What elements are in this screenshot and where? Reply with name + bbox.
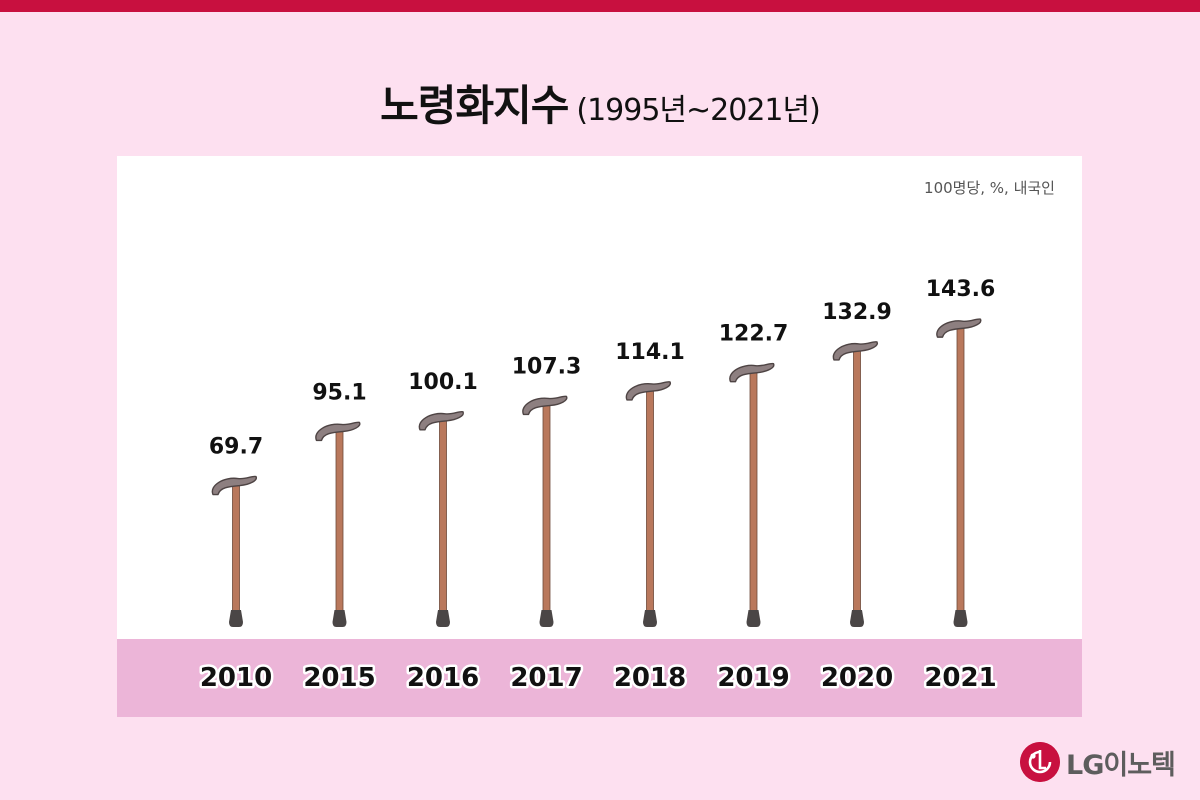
cane-shaft [335, 429, 344, 613]
chart-title-main: 노령화지수 [380, 81, 569, 130]
value-label-2021: 143.6 [926, 277, 996, 302]
category-label-2018: 2018 [614, 663, 686, 693]
cane-tip [539, 610, 554, 627]
lg-face-icon [1020, 742, 1060, 782]
chart-title-subtitle: (1995년~2021년) [576, 93, 820, 128]
top-accent-bar [0, 0, 1200, 12]
value-label-2016: 100.1 [408, 370, 478, 395]
chart-panel: 100명당, %, 내국인 69.7 2010 95.1 2015 100.1 2016 1… [117, 156, 1082, 717]
cane-bar-2015 [315, 421, 361, 627]
cane-handle [832, 341, 878, 361]
cane-shaft [646, 388, 654, 613]
cane-shaft [439, 418, 447, 613]
cane-bar-2019 [729, 362, 775, 627]
category-label-2015: 2015 [303, 663, 375, 693]
lg-innotek-logo: LG이노텍 [1020, 740, 1176, 784]
logo-text: LG이노텍 [1066, 749, 1176, 781]
cane-handle [625, 381, 671, 401]
chart-title: 노령화지수 (1995년~2021년) [0, 72, 1200, 133]
value-label-2015: 95.1 [312, 380, 366, 405]
cane-bar-2021 [936, 318, 982, 627]
cane-shaft [853, 348, 861, 613]
cane-handle [729, 362, 775, 383]
category-label-2017: 2017 [510, 663, 582, 693]
value-label-2020: 132.9 [822, 300, 892, 325]
cane-tip [953, 610, 968, 627]
cane-tip [746, 610, 761, 627]
cane-tip [850, 610, 864, 627]
unit-label: 100명당, %, 내국인 [924, 179, 1055, 197]
cane-handle [936, 318, 982, 338]
value-label-2018: 114.1 [615, 340, 685, 365]
category-label-2020: 2020 [821, 663, 893, 693]
cane-handle [418, 410, 464, 431]
category-label-2021: 2021 [924, 663, 996, 693]
value-label-2019: 122.7 [719, 322, 789, 347]
cane-handle [211, 475, 257, 496]
category-label-2016: 2016 [407, 663, 479, 693]
value-label-2017: 107.3 [512, 354, 582, 379]
value-label-2010: 69.7 [209, 435, 263, 460]
cane-bar-chart: 69.7 2010 95.1 2015 100.1 2016 107.3 2017 114.1 2… [197, 277, 999, 695]
cane-bar-2018 [625, 381, 671, 627]
cane-handle [522, 395, 568, 416]
cane-bar-2020 [832, 341, 878, 627]
cane-tip [643, 610, 657, 627]
cane-tip [436, 610, 450, 627]
category-label-2019: 2019 [717, 663, 789, 693]
cane-handle [315, 421, 361, 442]
cane-tip [332, 610, 347, 627]
cane-shaft [956, 325, 965, 613]
category-label-2010: 2010 [200, 663, 272, 693]
cane-bar-2016 [418, 410, 464, 627]
cane-shaft [542, 403, 551, 613]
cane-bar-2017 [522, 395, 568, 627]
category-band [117, 639, 1082, 717]
cane-tip [229, 610, 243, 627]
cane-shaft [232, 483, 240, 613]
cane-shaft [749, 370, 758, 613]
cane-bar-2010 [211, 475, 257, 627]
